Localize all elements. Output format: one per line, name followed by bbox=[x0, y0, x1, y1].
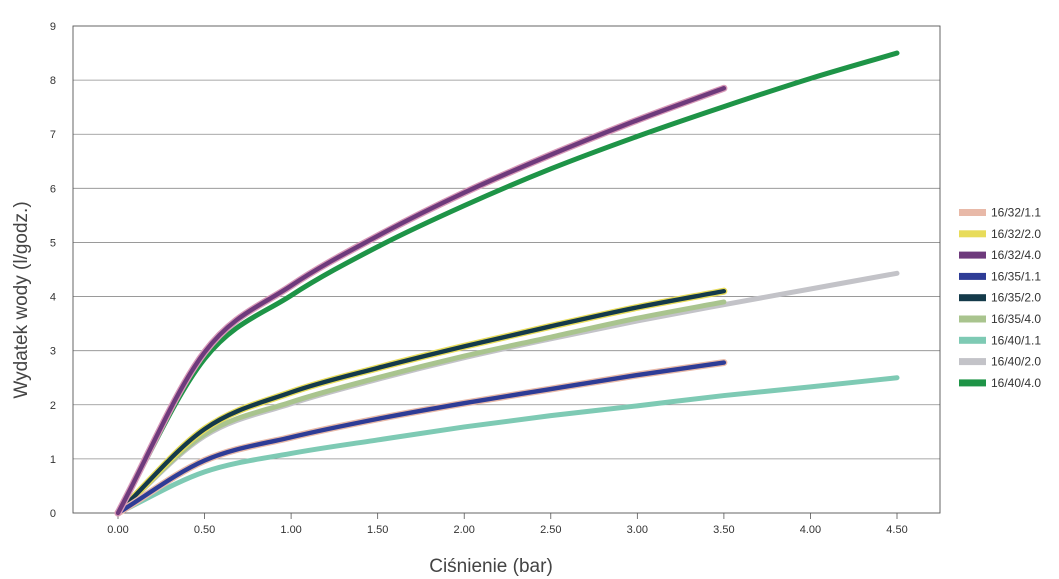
x-tick-label: 3.00 bbox=[627, 524, 648, 536]
y-tick-label: 0 bbox=[50, 508, 56, 520]
legend-label-16-40-1-1: 16/40/1.1 bbox=[991, 333, 1041, 347]
legend-label-16-40-2-0: 16/40/2.0 bbox=[991, 355, 1041, 369]
legend-swatch-16-32-4-0 bbox=[959, 251, 986, 259]
y-axis-label: Wydatek wody (l/godz.) bbox=[11, 201, 32, 398]
series-line-16-35-4-0 bbox=[115, 299, 727, 516]
y-tick-label: 5 bbox=[50, 237, 56, 249]
series-line-16-32-1-1 bbox=[115, 360, 727, 516]
series-line-outline-16-35-1-1 bbox=[114, 359, 728, 517]
legend-swatch-16-32-1-1 bbox=[959, 209, 986, 216]
grid bbox=[72, 25, 941, 519]
plot-frame bbox=[72, 25, 941, 514]
x-tick-label: 1.50 bbox=[367, 524, 388, 536]
y-tick-label: 1 bbox=[50, 454, 56, 466]
x-tick-label: 1.00 bbox=[280, 524, 301, 536]
x-tick-label: 2.00 bbox=[454, 524, 475, 536]
y-tick-label: 3 bbox=[50, 346, 56, 358]
series-line-16-35-2-0 bbox=[115, 288, 727, 516]
y-tick-label: 8 bbox=[50, 75, 56, 87]
legend-swatch-16-35-2-0 bbox=[959, 294, 986, 302]
legend-swatch-16-40-4-0 bbox=[959, 379, 986, 387]
legend-label-16-35-4-0: 16/35/4.0 bbox=[991, 312, 1041, 326]
legend-swatch-16-40-1-1 bbox=[959, 336, 986, 344]
series-line-16-35-1-1 bbox=[115, 360, 727, 516]
legend-label-16-35-2-0: 16/35/2.0 bbox=[991, 291, 1041, 305]
series-line-outline-16-32-4-0 bbox=[114, 84, 728, 517]
series-lines bbox=[114, 50, 900, 517]
tick-labels: 0 1 2 3 4 5 6 7 8 9 0.00 0.50 1.00 1.50 2.00 2.50 3.00 3.… bbox=[50, 21, 908, 536]
series-line-16-40-4-0 bbox=[115, 50, 900, 516]
y-tick-label: 9 bbox=[50, 21, 56, 33]
series-line-outline-16-35-2-0 bbox=[114, 287, 728, 517]
y-tick-label: 4 bbox=[50, 292, 56, 304]
legend-label-16-40-4-0: 16/40/4.0 bbox=[991, 376, 1041, 390]
legend-swatch-16-35-4-0 bbox=[959, 315, 986, 323]
x-tick-label: 0.50 bbox=[194, 524, 215, 536]
x-tick-label: 2.50 bbox=[540, 524, 561, 536]
y-tick-label: 7 bbox=[50, 129, 56, 141]
x-tick-label: 4.00 bbox=[800, 524, 821, 536]
series-line-16-40-1-1 bbox=[115, 375, 900, 516]
x-tick-label: 0.00 bbox=[107, 524, 128, 536]
legend-label-16-32-4-0: 16/32/4.0 bbox=[991, 248, 1041, 262]
legend-label-16-35-1-1: 16/35/1.1 bbox=[991, 269, 1041, 283]
series-line-16-32-2-0 bbox=[115, 288, 727, 516]
x-tick-label: 4.50 bbox=[886, 524, 907, 536]
y-tick-label: 6 bbox=[50, 183, 56, 195]
series-line-16-32-4-0 bbox=[115, 86, 727, 516]
legend-swatch-16-40-2-0 bbox=[959, 358, 986, 366]
legend-swatch-16-32-2-0 bbox=[959, 230, 986, 238]
legend-swatch-16-35-1-1 bbox=[959, 272, 986, 280]
x-tick-label: 3.50 bbox=[713, 524, 734, 536]
legend-label-16-32-1-1: 16/32/1.1 bbox=[991, 206, 1041, 220]
legend-label-16-32-2-0: 16/32/2.0 bbox=[991, 227, 1041, 241]
y-tick-label: 2 bbox=[50, 400, 56, 412]
legend: 16/32/1.1 16/32/2.0 16/32/4.0 16/35/1.1 16/3… bbox=[959, 206, 1041, 390]
x-axis-label: Ciśnienie (bar) bbox=[429, 556, 553, 577]
